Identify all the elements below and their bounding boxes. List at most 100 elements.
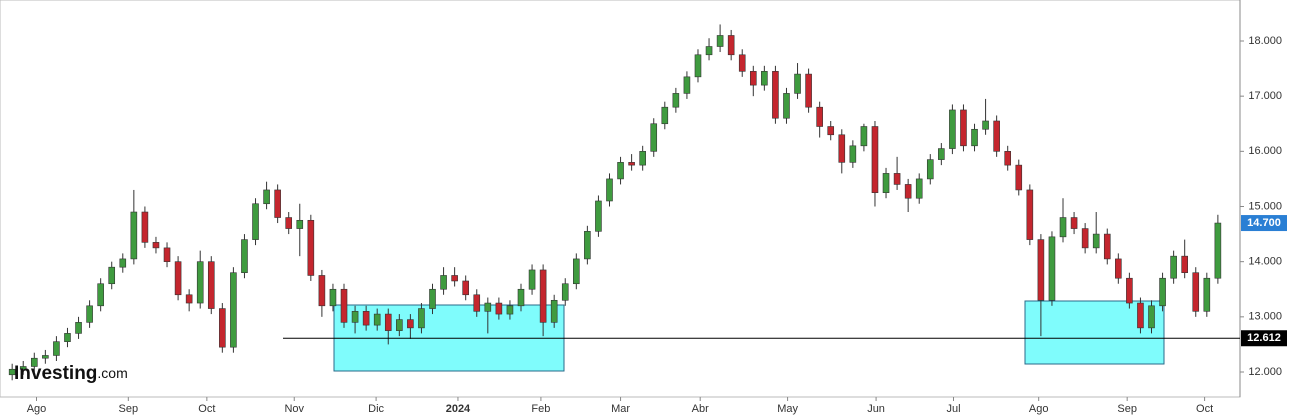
candle-body — [440, 275, 447, 290]
price-tag — [1241, 330, 1287, 347]
candle-body — [893, 173, 901, 185]
y-tick-label: 16.000 — [1248, 145, 1282, 157]
y-tick-label: 13.000 — [1248, 311, 1282, 323]
candle-body — [639, 151, 646, 166]
x-tick-label: 2024 — [446, 403, 471, 415]
candle-body — [1181, 255, 1188, 274]
candle-body — [1126, 277, 1133, 304]
candle-body — [274, 189, 281, 218]
candle-body — [971, 128, 978, 147]
candle-body — [528, 269, 536, 290]
candle-body — [1214, 222, 1222, 279]
candle-body — [849, 145, 857, 163]
last-price-tag — [1241, 215, 1287, 232]
candle-body — [396, 319, 403, 331]
candle-body — [19, 366, 27, 370]
candle-body — [230, 272, 237, 348]
candle-body — [219, 308, 226, 348]
candle-body — [1103, 233, 1111, 260]
candle-body — [429, 288, 436, 309]
candle-body — [517, 288, 525, 307]
candle-body — [982, 120, 989, 130]
candle-body — [1159, 277, 1166, 307]
candle-body — [451, 275, 458, 282]
candle-body — [1192, 272, 1200, 312]
candle-body — [373, 313, 381, 326]
candle-body — [1148, 305, 1155, 329]
candle-body — [252, 203, 259, 240]
x-tick-label: May — [777, 403, 798, 415]
candle-body — [42, 355, 49, 359]
candle-body — [860, 126, 868, 147]
candle-body — [993, 120, 1000, 152]
x-tick-label: Nov — [284, 403, 304, 415]
y-tick-label: 17.000 — [1248, 90, 1282, 102]
candle-body — [207, 261, 215, 309]
x-tick-label: Dic — [368, 403, 384, 415]
candle-body — [407, 319, 414, 329]
candle-body — [938, 148, 945, 160]
candle-body — [263, 189, 270, 205]
candle-body — [761, 71, 768, 86]
candle-body — [462, 280, 469, 296]
candle-body — [904, 184, 912, 199]
candle-body — [418, 308, 425, 329]
candle-body — [794, 73, 801, 94]
candle-body — [926, 159, 934, 180]
candle-body — [174, 261, 182, 296]
candle-body — [75, 322, 82, 334]
candle-body — [738, 54, 746, 72]
y-tick-label: 18.000 — [1248, 35, 1282, 47]
candle-body — [53, 341, 60, 356]
candle-body — [783, 93, 790, 119]
candle-body — [152, 242, 160, 249]
candle-body — [584, 231, 591, 260]
candle-body — [539, 269, 547, 323]
x-tick-label: Jun — [867, 403, 885, 415]
candle-body — [683, 76, 691, 94]
y-tick-label: 12.000 — [1248, 366, 1282, 378]
candle-body — [882, 173, 890, 194]
candle-body — [561, 283, 569, 301]
candle-body — [816, 106, 823, 127]
candle-body — [617, 162, 624, 180]
candle-body — [672, 93, 680, 108]
x-tick-label: Jul — [946, 403, 960, 415]
candle-body — [1004, 151, 1012, 166]
brand-suffix: .com — [97, 365, 127, 381]
candle-body — [473, 294, 481, 312]
candle-body — [1137, 302, 1144, 329]
candle-body — [285, 217, 293, 229]
candle-body — [64, 333, 71, 342]
price-tag-label: 12.612 — [1247, 332, 1281, 344]
candle-body — [1048, 236, 1056, 301]
candle-body — [307, 219, 315, 276]
x-tick-label: Mar — [611, 403, 630, 415]
candle-body — [1092, 233, 1100, 249]
candle-body — [141, 211, 149, 243]
candle-body — [595, 200, 602, 232]
candle-body — [749, 71, 757, 86]
x-tick-label: Sep — [1117, 403, 1137, 415]
x-tick-label: Oct — [1196, 403, 1213, 415]
candle-body — [119, 258, 127, 268]
candle-body — [340, 288, 348, 323]
x-tick-label: Oct — [198, 403, 215, 415]
candle-body — [1115, 258, 1122, 279]
candle-body — [484, 302, 492, 312]
candle-body — [362, 311, 370, 326]
candle-body — [351, 311, 359, 323]
candle-body — [384, 313, 392, 331]
candle-body — [495, 302, 503, 315]
layer: 12.000 13.000 14.000 15.000 16.000 17.000 18.0… — [8, 0, 1287, 415]
candle-body — [1026, 189, 1034, 240]
watermark: Investing.com — [14, 363, 128, 384]
candle-body — [606, 178, 613, 202]
candle-body — [716, 35, 724, 47]
candle-body — [661, 106, 669, 125]
y-tick-label: 15.000 — [1248, 200, 1282, 212]
candle-body — [838, 134, 846, 163]
candle-body — [296, 219, 304, 229]
candle-body — [329, 288, 337, 307]
candle-body — [960, 109, 967, 147]
